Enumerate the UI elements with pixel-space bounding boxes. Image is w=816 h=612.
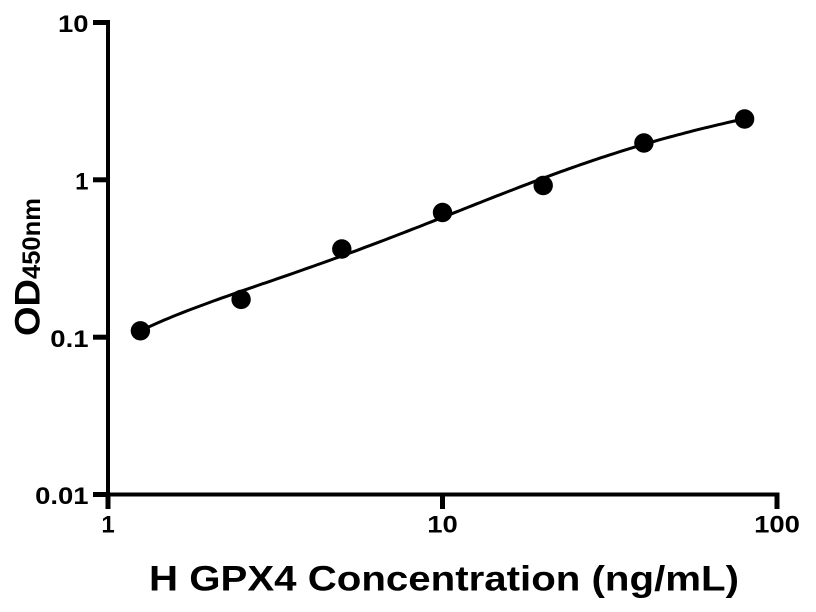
svg-text:10: 10 bbox=[427, 512, 458, 539]
svg-text:450nm: 450nm bbox=[18, 198, 46, 279]
svg-text:100: 100 bbox=[754, 512, 800, 539]
svg-text:H GPX4 Concentration (ng/mL): H GPX4 Concentration (ng/mL) bbox=[149, 560, 739, 599]
svg-text:1: 1 bbox=[101, 512, 114, 539]
svg-text:1: 1 bbox=[75, 169, 88, 196]
svg-text:OD: OD bbox=[9, 279, 48, 336]
svg-text:0.1: 0.1 bbox=[50, 326, 88, 353]
svg-text:10: 10 bbox=[58, 11, 89, 38]
svg-text:0.01: 0.01 bbox=[35, 483, 88, 510]
